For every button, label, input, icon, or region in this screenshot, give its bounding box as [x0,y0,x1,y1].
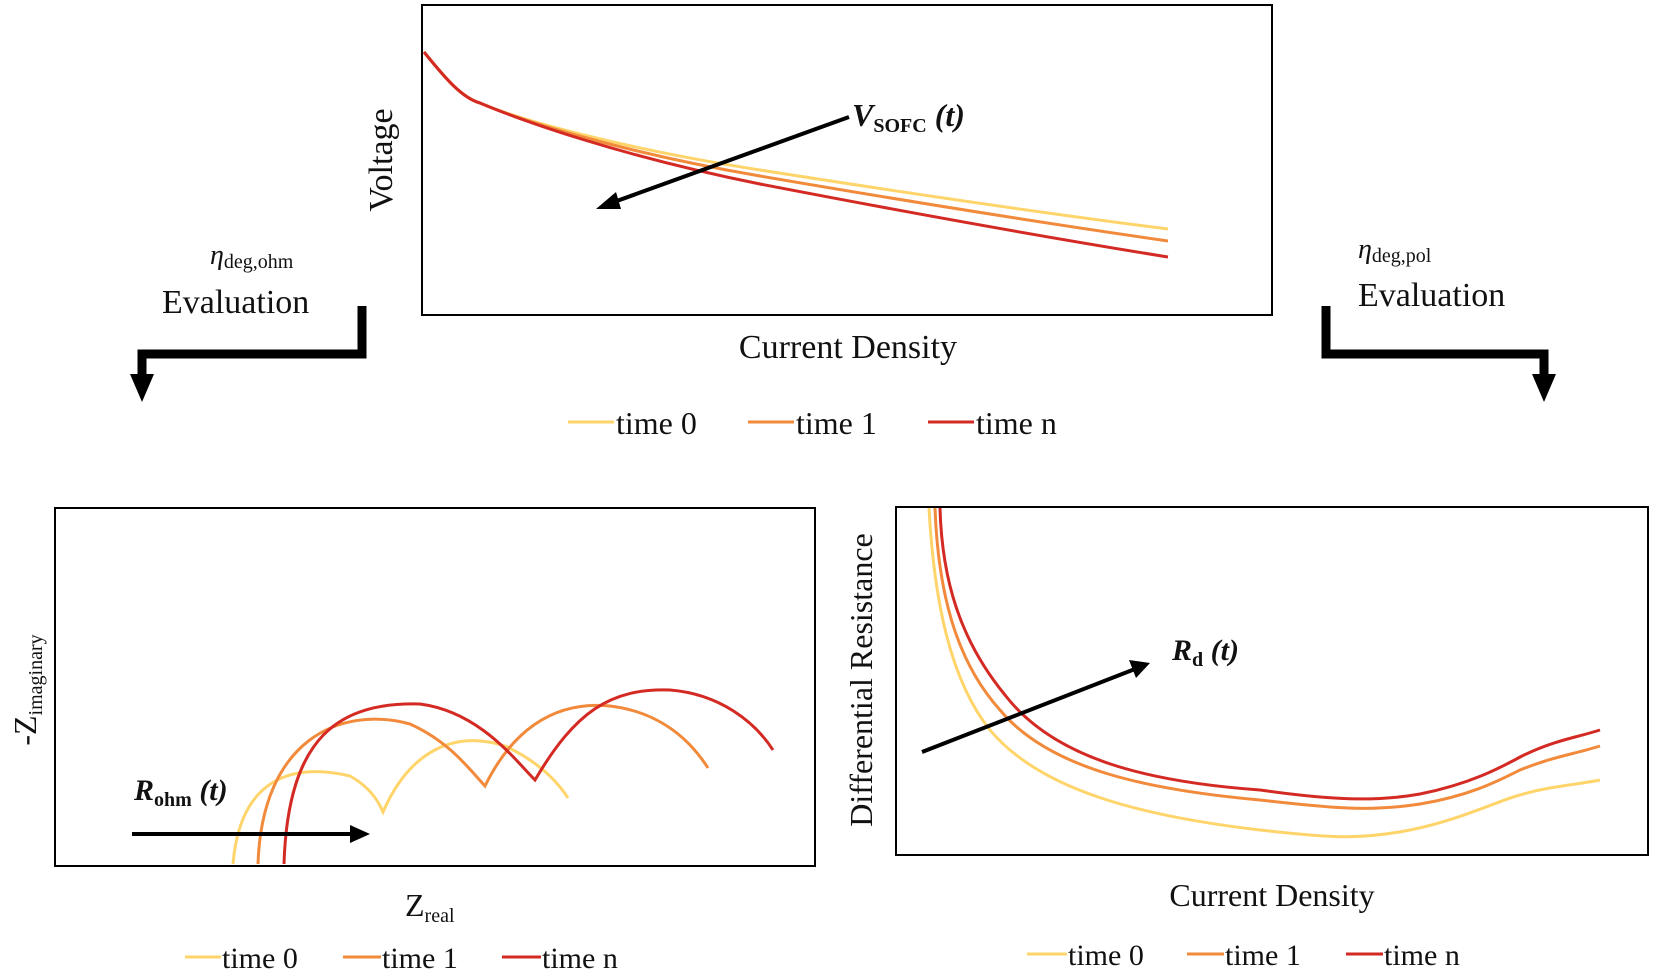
br-legend-label-timen: time n [1384,939,1460,972]
rd-annotation: Rd (t) [1171,634,1239,671]
diff-resistance-curve-timen [938,507,1601,801]
right-evaluation-label: Evaluation [1358,277,1505,314]
nyquist-curve-time1 [256,703,710,865]
top-legend-label-time0: time 0 [616,405,697,441]
voltage-axis-label: Voltage [363,108,400,211]
diff-resistance-plot-frame [895,506,1649,856]
bottom-right-panel: Rd (t) Differential Resistance Current D… [843,506,1649,972]
voltage-trend-arrow-shaft [602,115,850,208]
bl-legend-label-timen: time n [542,942,618,974]
voltage-trend-arrowhead [596,192,621,209]
diff-resistance-curve-time1 [933,507,1601,810]
top-panel: VSOFC (t) Voltage Current Density time 0… [363,4,1273,441]
rohm-annotation: Rohm (t) [133,774,228,811]
eta-deg-pol-symbol: ηdeg,pol [1358,234,1432,267]
left-evaluation-arrowhead [130,374,154,402]
top-plot-frame [421,4,1273,316]
eta-deg-ohm-symbol: ηdeg,ohm [210,240,294,273]
br-legend-label-time0: time 0 [1068,939,1144,972]
bottom-right-legend: time 0 time 1 time n [1027,939,1460,972]
rd-trend-arrowhead [1129,660,1150,678]
left-evaluation-label: Evaluation [162,284,309,321]
nyquist-curve-time0 [231,739,570,865]
bottom-left-panel: Rohm (t) -Zimaginary Zreal time 0 time 1… [7,507,816,974]
z-real-axis-label: Zreal [405,887,455,927]
right-evaluation-arrowhead [1532,374,1556,402]
top-legend-label-timen: time n [976,405,1057,441]
top-legend-label-time1: time 1 [796,405,877,441]
vsofc-annotation: VSOFC (t) [852,97,965,137]
voltage-curve-time0 [422,51,1169,231]
nyquist-curve-timen [282,688,775,865]
rd-trend-arrow-shaft [921,667,1136,754]
diff-resistance-axis-label: Differential Resistance [843,533,879,827]
nyquist-plot-frame [54,507,816,867]
rohm-trend-arrowhead [350,825,370,843]
right-evaluation-arrow [1321,306,1549,376]
left-evaluation: ηdeg,ohm Evaluation [130,240,367,402]
bl-legend-label-time0: time 0 [222,942,298,974]
z-imaginary-axis-label: -Zimaginary [7,634,47,745]
bottom-right-x-axis-label: Current Density [1169,877,1374,913]
right-evaluation: ηdeg,pol Evaluation [1321,234,1556,402]
top-legend: time 0 time 1 time n [568,405,1057,441]
voltage-curve-timen [422,51,1169,259]
diff-resistance-curve-time0 [927,507,1601,839]
bottom-left-legend: time 0 time 1 time n [185,942,618,974]
top-x-axis-label: Current Density [739,329,957,366]
bl-legend-label-time1: time 1 [382,942,458,974]
left-evaluation-arrow [137,306,367,376]
br-legend-label-time1: time 1 [1225,939,1301,972]
